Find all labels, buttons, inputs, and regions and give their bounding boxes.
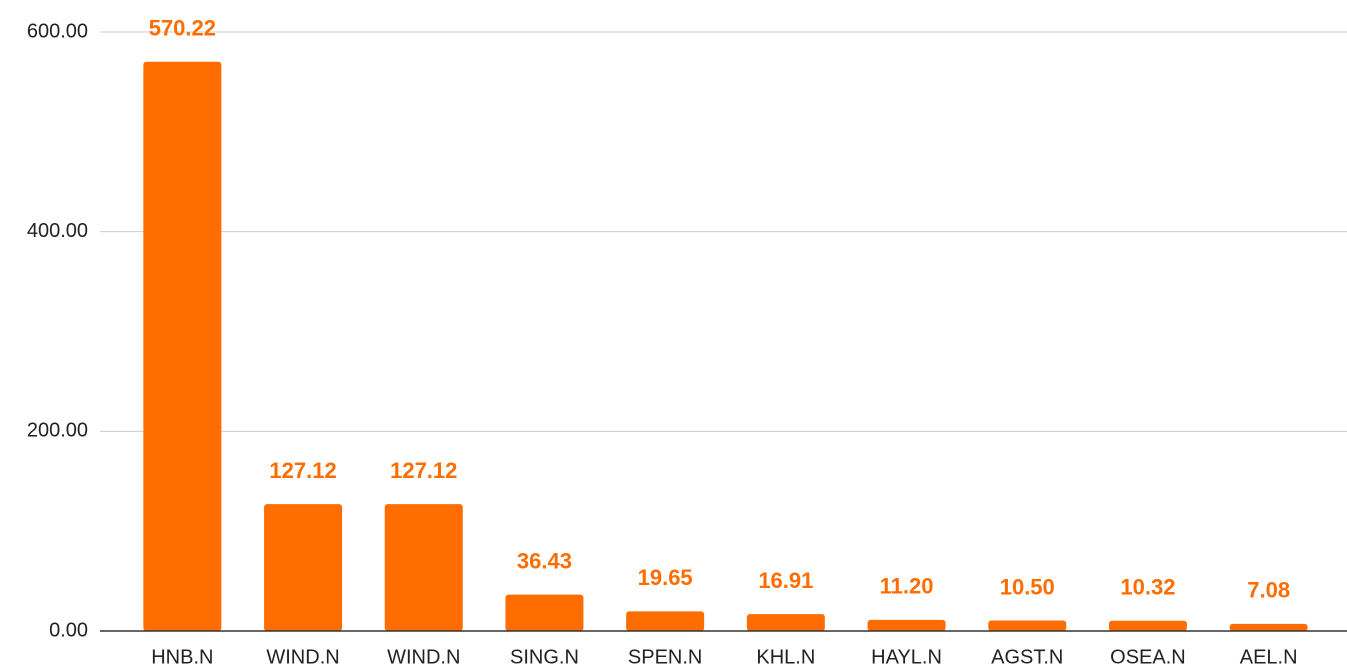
y-tick-label: 400.00 xyxy=(27,220,88,242)
value-label: 10.50 xyxy=(1000,574,1055,599)
value-label: 570.22 xyxy=(149,16,216,41)
y-tick-label: 600.00 xyxy=(27,20,88,42)
value-label: 10.32 xyxy=(1120,575,1175,600)
value-label: 19.65 xyxy=(638,565,693,590)
x-tick-label: WIND.N xyxy=(266,646,339,668)
y-tick-label: 200.00 xyxy=(27,420,88,442)
bar xyxy=(626,611,705,631)
x-tick-label: KHL.N xyxy=(756,646,815,668)
value-label: 127.12 xyxy=(269,458,336,483)
x-tick-label: HAYL.N xyxy=(871,646,942,668)
bar xyxy=(746,614,825,631)
x-tick-label: SPEN.N xyxy=(628,646,702,668)
x-tick-label: WIND.N xyxy=(387,646,460,668)
value-label: 127.12 xyxy=(390,458,457,483)
x-tick-label: AEL.N xyxy=(1240,646,1298,668)
x-tick-label: OSEA.N xyxy=(1110,646,1186,668)
bar xyxy=(988,620,1067,631)
value-label: 11.20 xyxy=(880,574,934,599)
x-tick-label: AGST.N xyxy=(991,646,1063,668)
bar xyxy=(505,594,584,631)
bar xyxy=(384,504,463,631)
y-tick-label: 0.00 xyxy=(49,619,88,641)
bar xyxy=(1108,620,1187,631)
x-tick-label: SING.N xyxy=(510,646,579,668)
value-label: 7.08 xyxy=(1247,578,1290,603)
bar xyxy=(867,619,946,631)
value-label: 16.91 xyxy=(758,568,813,593)
value-label: 36.43 xyxy=(517,548,572,573)
bar xyxy=(264,504,343,631)
bar xyxy=(1229,623,1308,631)
bar xyxy=(143,61,222,632)
x-tick-label: HNB.N xyxy=(151,646,213,668)
